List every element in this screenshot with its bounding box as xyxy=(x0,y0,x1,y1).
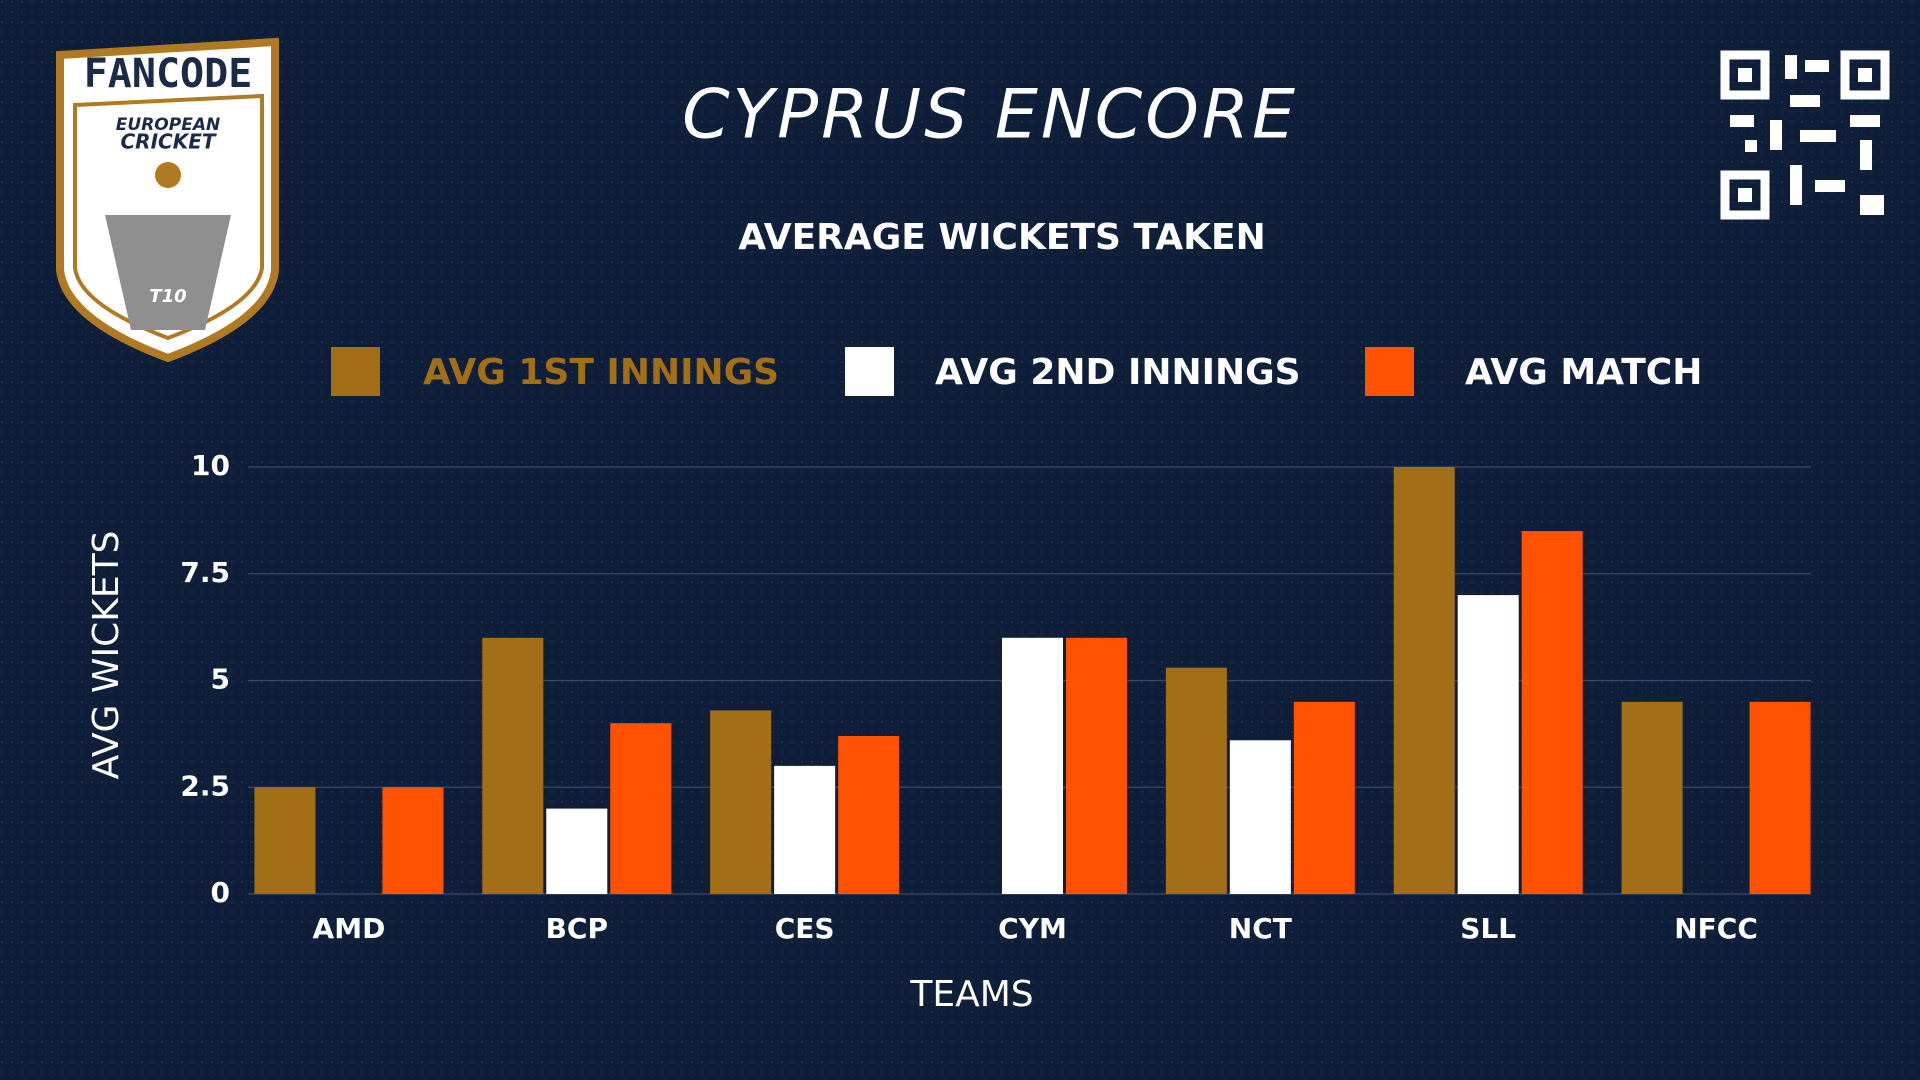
bar xyxy=(254,787,316,894)
logo-brand: FANCODE xyxy=(84,51,253,97)
bar xyxy=(1749,701,1811,894)
legend-label: AVG MATCH xyxy=(1465,352,1702,393)
bar xyxy=(1293,701,1355,894)
bar xyxy=(1521,531,1583,894)
logo: FANCODE EUROPEAN CRICKET T10 xyxy=(56,37,279,363)
legend-swatch xyxy=(331,347,380,396)
y-axis-title: AVG WICKETS xyxy=(86,531,127,780)
logo-line: EUROPEAN xyxy=(116,115,220,135)
x-tick-label: AMD xyxy=(313,912,386,945)
bar xyxy=(1165,667,1227,894)
legend-swatch xyxy=(1365,347,1414,396)
legend-label: AVG 1ST INNINGS xyxy=(423,352,779,393)
bar xyxy=(1066,637,1127,894)
y-tick-label: 0 xyxy=(211,876,230,909)
y-tick-label: 7.5 xyxy=(180,556,230,589)
bar xyxy=(1621,701,1683,894)
bar xyxy=(1229,740,1291,894)
x-tick-label: NFCC xyxy=(1674,912,1758,945)
x-tick-label: SLL xyxy=(1460,912,1516,945)
bar xyxy=(382,787,444,894)
logo-badge: T10 xyxy=(149,286,186,307)
logo-line: CRICKET xyxy=(121,130,217,154)
x-tick-label: CYM xyxy=(998,912,1067,945)
x-tick-label: BCP xyxy=(546,912,608,945)
chart-title: CYPRUS ENCORE xyxy=(682,76,1298,155)
legend-label: AVG 2ND INNINGS xyxy=(935,352,1301,393)
qr-code xyxy=(1720,50,1890,220)
bar xyxy=(546,808,608,894)
legend-swatch xyxy=(845,347,894,396)
bar xyxy=(1457,595,1519,894)
y-tick-label: 5 xyxy=(211,663,230,696)
bar xyxy=(710,710,772,894)
y-tick-label: 2.5 xyxy=(180,769,230,802)
x-axis-title: TEAMS xyxy=(909,974,1033,1015)
bar xyxy=(774,765,836,894)
bar xyxy=(1393,467,1455,894)
bar xyxy=(838,736,900,894)
x-tick-label: CES xyxy=(775,912,835,945)
bar xyxy=(610,723,672,894)
y-tick-label: 10 xyxy=(191,449,230,482)
chart-subtitle: AVERAGE WICKETS TAKEN xyxy=(738,217,1265,258)
x-tick-label: NCT xyxy=(1229,912,1292,945)
bar xyxy=(1002,637,1063,894)
bar xyxy=(482,637,544,894)
